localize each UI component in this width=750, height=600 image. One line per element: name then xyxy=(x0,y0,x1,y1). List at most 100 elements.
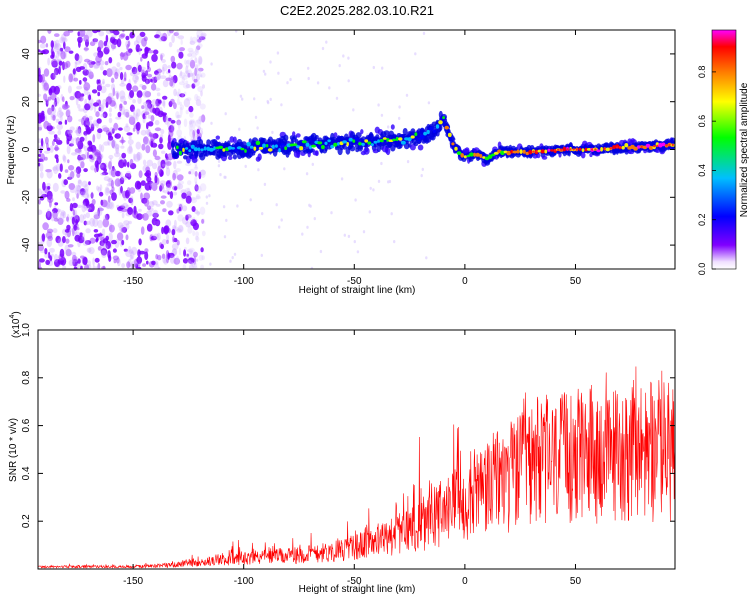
heatmap-cell xyxy=(219,173,222,177)
heatmap-cell xyxy=(116,257,120,264)
heatmap-cell xyxy=(240,147,245,151)
heatmap-cell xyxy=(151,54,158,62)
heatmap-cell xyxy=(165,161,172,166)
heatmap-cell xyxy=(108,161,112,170)
heatmap-cell xyxy=(53,43,59,53)
heatmap-cell xyxy=(88,247,95,255)
heatmap-cell xyxy=(51,104,55,112)
heatmap-cell xyxy=(86,220,91,225)
heatmap-cell xyxy=(254,115,258,119)
heatmap-cell xyxy=(65,232,69,238)
heatmap-cell xyxy=(244,164,247,168)
heatmap-cell xyxy=(128,220,132,225)
heatmap-cell xyxy=(223,235,227,239)
heatmap-cell xyxy=(96,131,102,140)
heatmap-cell xyxy=(142,213,149,221)
heatmap-cell xyxy=(52,228,58,234)
heatmap-cell xyxy=(668,143,671,147)
heatmap-cell xyxy=(101,199,108,208)
heatmap-cell xyxy=(113,122,119,131)
heatmap-cell xyxy=(636,145,641,149)
heatmap-cell xyxy=(74,148,82,154)
x-tick-label: -50 xyxy=(347,576,362,587)
heatmap-cell xyxy=(150,235,158,241)
heatmap-cell xyxy=(63,31,70,37)
heatmap-cell xyxy=(194,235,199,241)
heatmap-cell xyxy=(159,75,167,79)
heatmap-cell xyxy=(373,140,378,144)
heatmap-cell xyxy=(140,129,147,136)
heatmap-cell xyxy=(178,81,186,86)
heatmap-cell xyxy=(187,69,193,78)
heatmap-cell xyxy=(155,203,161,207)
heatmap-cell xyxy=(102,99,107,105)
heatmap-cell xyxy=(398,105,401,109)
heatmap-cell xyxy=(83,119,90,128)
heatmap-cell xyxy=(516,149,520,154)
heatmap-cell xyxy=(85,228,91,234)
heatmap-cell xyxy=(231,147,236,150)
heatmap-cell xyxy=(153,220,160,225)
heatmap-cell xyxy=(249,198,252,202)
heatmap-cell xyxy=(94,167,98,173)
heatmap-cell xyxy=(75,126,81,134)
heatmap-cell xyxy=(151,260,156,266)
heatmap-cell xyxy=(603,147,606,150)
heatmap-cell xyxy=(137,266,142,269)
heatmap-cell xyxy=(142,263,147,267)
heatmap-cell xyxy=(148,132,152,137)
heatmap-cell xyxy=(196,185,202,194)
heatmap-cell xyxy=(86,247,92,253)
heatmap-cell xyxy=(656,144,659,148)
heatmap-cell xyxy=(38,199,41,205)
heatmap-cell xyxy=(195,195,201,200)
heatmap-cell xyxy=(86,200,90,209)
heatmap-cell xyxy=(68,165,75,171)
heatmap-cell xyxy=(605,147,610,152)
heatmap-cell xyxy=(185,65,189,75)
heatmap-cell xyxy=(88,203,95,213)
heatmap-cell xyxy=(45,122,52,127)
heatmap-cell xyxy=(100,85,107,94)
heatmap-cell xyxy=(197,43,203,48)
heatmap-cell xyxy=(119,66,123,71)
heatmap-cell xyxy=(289,77,292,82)
heatmap-cell xyxy=(154,175,158,184)
heatmap-cell xyxy=(54,211,57,221)
heatmap-cell xyxy=(55,96,60,104)
heatmap-cell xyxy=(66,138,70,145)
heatmap-cell xyxy=(67,130,73,137)
heatmap-cell xyxy=(162,79,169,88)
heatmap-cell xyxy=(417,137,421,142)
heatmap-cell xyxy=(382,137,387,140)
heatmap-cell xyxy=(380,161,383,166)
heatmap-cell xyxy=(90,123,95,132)
heatmap-cell xyxy=(111,43,115,51)
heatmap-cell xyxy=(83,220,88,226)
heatmap-cell xyxy=(342,54,345,58)
heatmap-cell xyxy=(84,103,91,111)
heatmap-cell xyxy=(131,260,138,268)
heatmap-cell xyxy=(71,216,75,225)
heatmap-cell xyxy=(197,147,201,152)
heatmap-cell xyxy=(63,41,66,50)
heatmap-cell xyxy=(162,32,168,42)
heatmap-cell xyxy=(208,147,214,152)
heatmap-cell xyxy=(328,86,331,90)
heatmap-cell xyxy=(438,120,443,125)
heatmap-cell xyxy=(108,224,115,233)
heatmap-cell xyxy=(53,101,57,107)
heatmap-cell xyxy=(75,137,81,146)
heatmap-cell xyxy=(193,166,199,170)
heatmap-cell xyxy=(155,87,161,92)
heatmap-cell xyxy=(102,70,108,76)
heatmap-cell xyxy=(175,255,180,265)
heatmap-cell xyxy=(92,134,96,143)
heatmap-cell xyxy=(317,141,323,145)
heatmap-cell xyxy=(194,184,199,192)
heatmap-cell xyxy=(46,228,54,234)
heatmap-cell xyxy=(181,75,188,80)
heatmap-cell xyxy=(532,150,535,153)
colorbar-ticks: 0.0 0.2 0.4 0.6 0.8 xyxy=(697,66,716,275)
heatmap-cell xyxy=(89,217,96,227)
